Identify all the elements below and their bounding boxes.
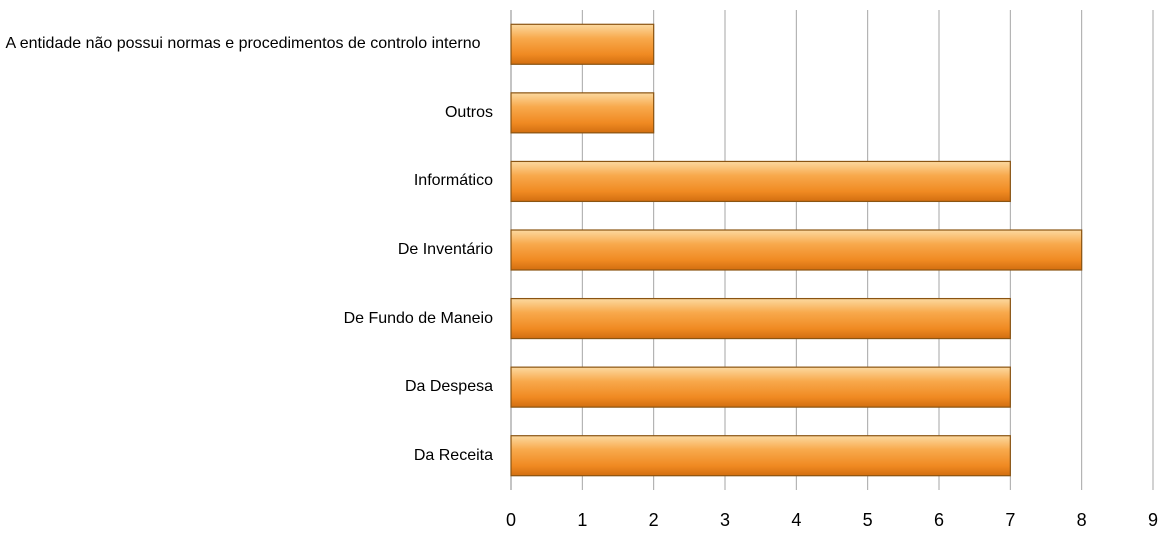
bar [510, 23, 655, 65]
y-tick-label: Da Receita [413, 446, 493, 464]
y-tick-label: De Inventário [397, 241, 493, 258]
x-tick-label: 7 [1005, 510, 1015, 530]
x-tick-label: 9 [1148, 510, 1158, 530]
x-tick-label: 0 [506, 510, 516, 530]
bar [510, 229, 1083, 271]
x-tick-label: 4 [791, 510, 801, 530]
y-tick-label: De Fundo de Maneio [343, 309, 493, 327]
x-tick-label: 6 [934, 510, 944, 530]
x-tick-label: 3 [720, 510, 730, 530]
y-tick-label: A entidade não possui normas e procedime… [5, 35, 481, 53]
bar [510, 297, 1011, 340]
y-tick-label: Outros [444, 103, 493, 121]
x-tick-label: 2 [649, 510, 659, 530]
bar [510, 366, 1011, 408]
y-tick-label: Da Despesa [404, 378, 493, 396]
bar [510, 160, 1011, 203]
bar [510, 92, 655, 134]
x-tick-label: 5 [863, 510, 873, 530]
y-tick-label: Informático [413, 172, 493, 190]
x-tick-label: 1 [577, 510, 587, 530]
bar [510, 435, 1011, 477]
x-tick-label: 8 [1077, 510, 1087, 530]
